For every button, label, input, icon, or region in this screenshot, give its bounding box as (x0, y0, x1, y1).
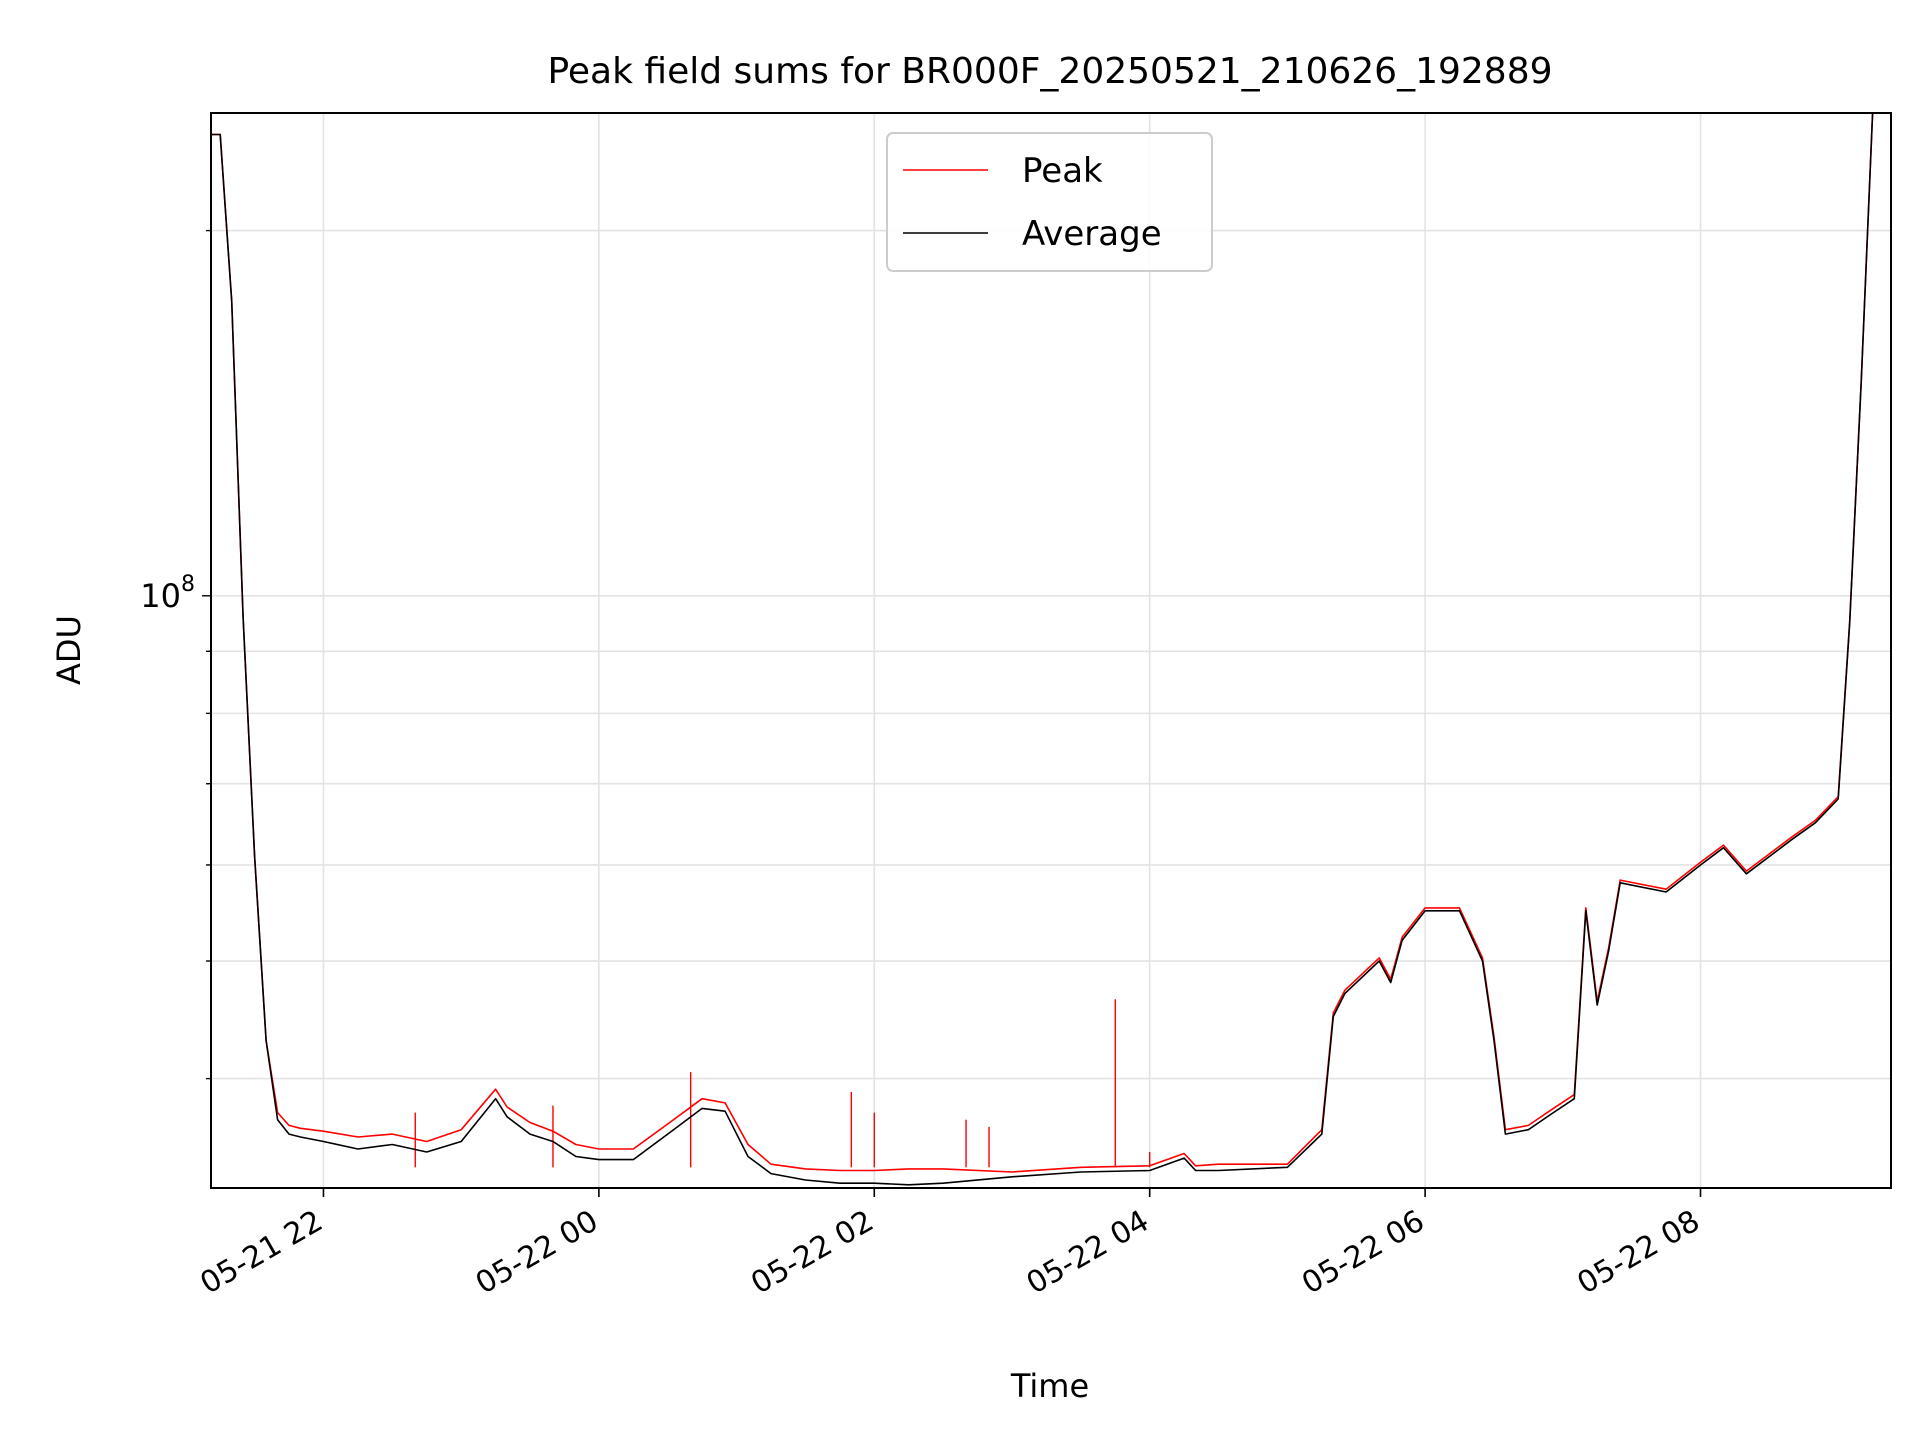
y-axis: 108 (140, 229, 211, 1080)
legend-peak-label: Peak (1022, 151, 1103, 191)
legend-average-label: Average (1022, 214, 1162, 254)
series-layer (211, 112, 1891, 1186)
series-line-peak (211, 112, 1891, 1173)
chart-title: Peak field sums for BR000F_20250521_2106… (547, 51, 1552, 92)
series-line-average (211, 112, 1891, 1186)
y-axis-label: ADU (50, 615, 88, 685)
x-axis-label: Time (1010, 1367, 1089, 1405)
y-tick-label: 108 (140, 572, 195, 615)
legend-box (886, 132, 1213, 272)
legend: Peak Average (886, 132, 1213, 272)
plot-frame (210, 112, 1892, 1189)
